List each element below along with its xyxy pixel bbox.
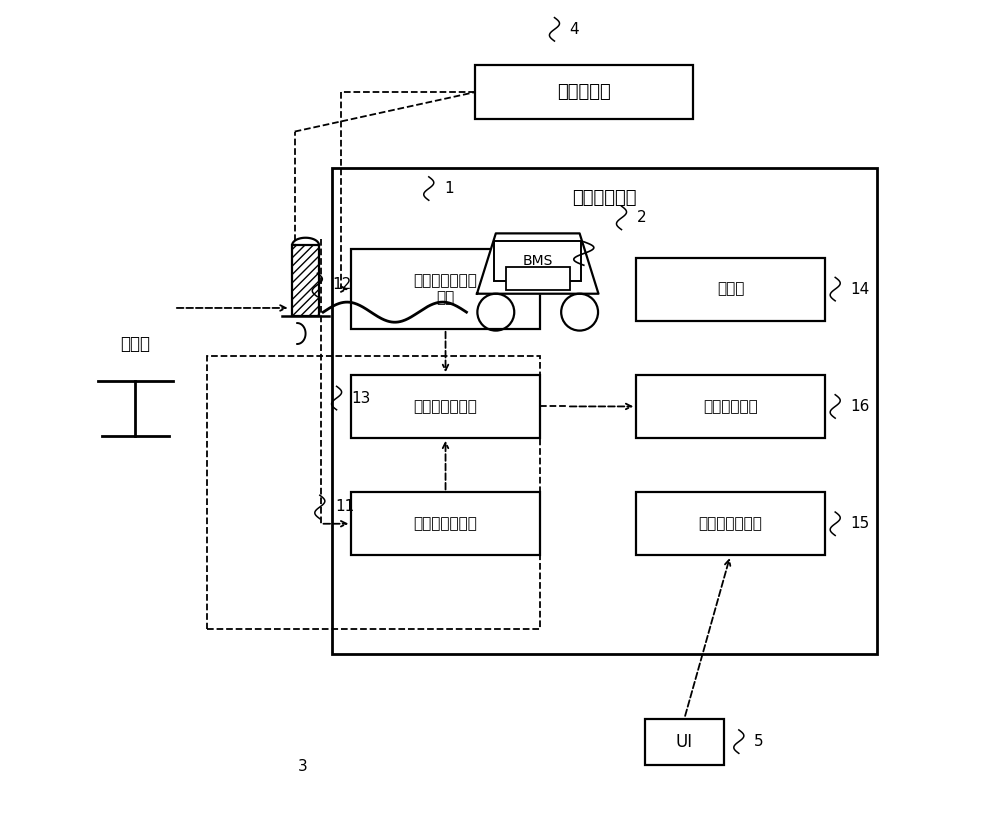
Text: 放电控制装置: 放电控制装置 — [572, 189, 637, 206]
Text: 放电量控制部: 放电量控制部 — [703, 399, 758, 414]
Text: 1: 1 — [444, 181, 453, 196]
Text: 存储部: 存储部 — [717, 282, 744, 297]
Bar — [475, 65, 693, 119]
Text: 13: 13 — [352, 391, 371, 406]
Text: 2: 2 — [637, 210, 646, 225]
Text: 15: 15 — [850, 516, 870, 531]
Bar — [636, 492, 825, 555]
Bar — [332, 168, 877, 654]
Bar — [636, 257, 825, 320]
Polygon shape — [477, 233, 598, 293]
Text: 电力网: 电力网 — [120, 334, 150, 353]
Text: 当前电价信息获
取部: 当前电价信息获 取部 — [414, 273, 477, 305]
Text: UI: UI — [676, 732, 693, 751]
Bar — [351, 250, 540, 328]
Bar — [506, 266, 570, 290]
Text: BMS: BMS — [523, 254, 553, 268]
Bar — [207, 356, 540, 628]
Text: 放电条件判定部: 放电条件判定部 — [414, 399, 477, 414]
Text: 放电模式设定部: 放电模式设定部 — [699, 516, 762, 531]
Text: 电网运营商: 电网运营商 — [557, 83, 611, 101]
Text: 12: 12 — [332, 277, 352, 292]
Text: 3: 3 — [298, 759, 308, 774]
Bar — [351, 375, 540, 437]
Text: 11: 11 — [335, 499, 354, 515]
Text: 4: 4 — [570, 22, 579, 37]
Bar — [351, 492, 540, 555]
Bar — [645, 718, 724, 764]
Text: 16: 16 — [850, 399, 870, 414]
Text: 5: 5 — [754, 734, 764, 749]
Text: 14: 14 — [850, 282, 870, 297]
Bar — [636, 375, 825, 437]
Bar — [292, 245, 319, 316]
Text: 车辆信息获取部: 车辆信息获取部 — [414, 516, 477, 531]
Bar — [494, 241, 581, 281]
